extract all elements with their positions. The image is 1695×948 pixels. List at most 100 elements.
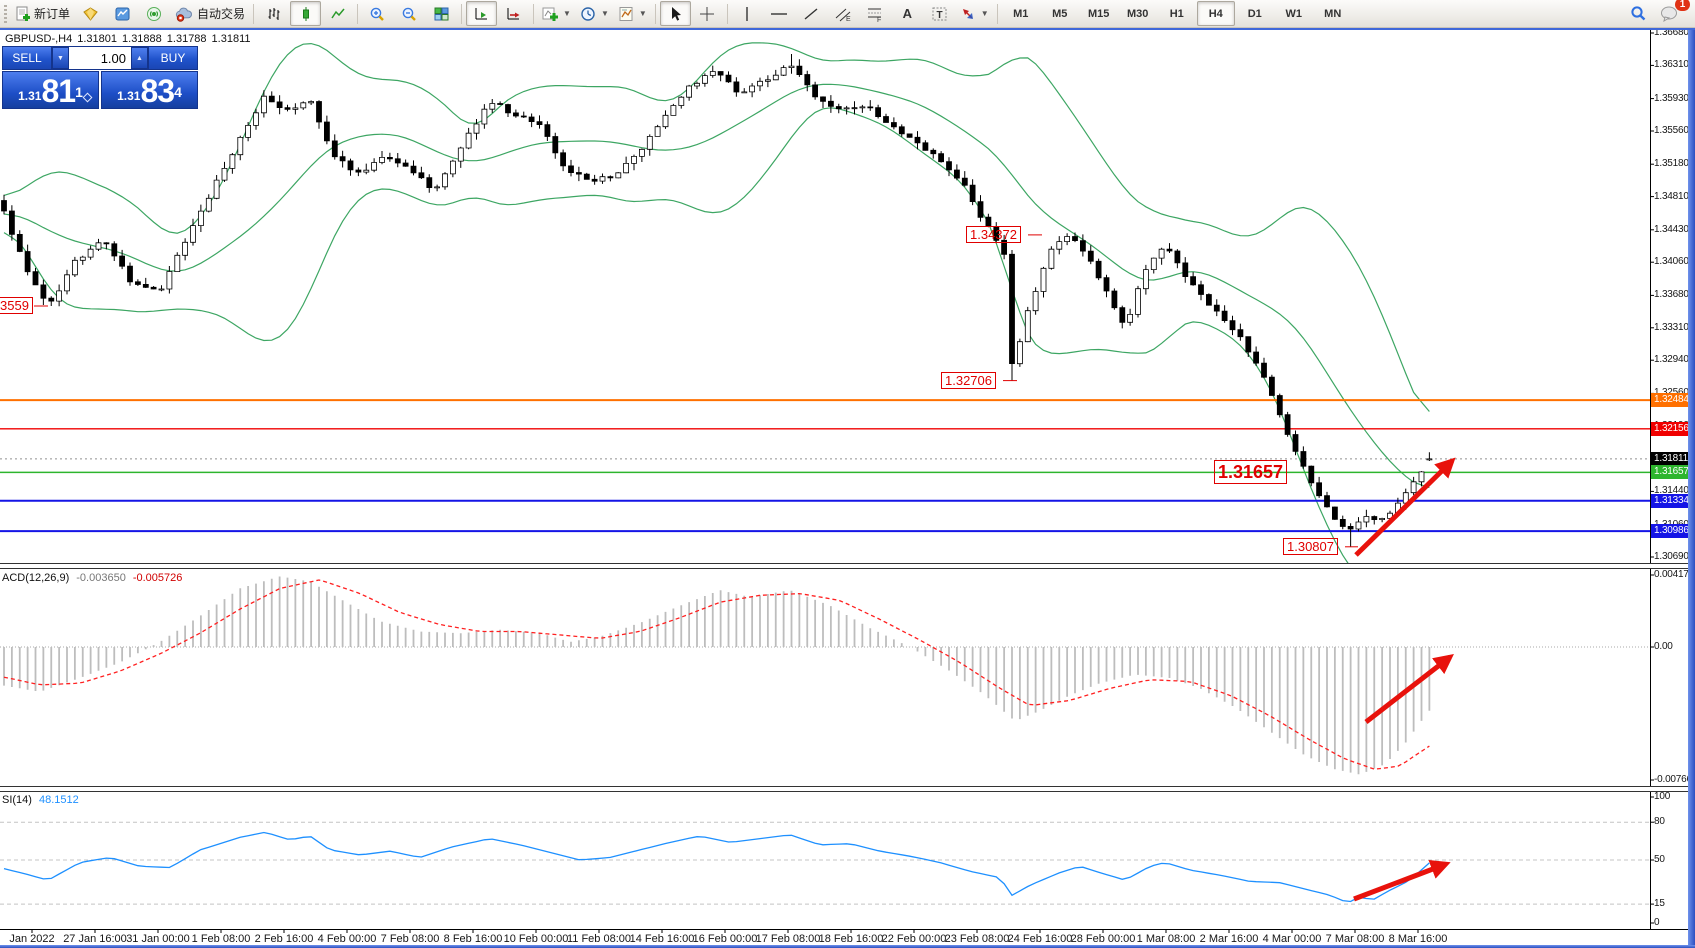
time-axis-label: 7 Mar 08:00 [1325,933,1385,945]
sell-button[interactable]: SELL [2,46,52,70]
rsi-panel-separator[interactable] [0,786,1689,792]
rsi-axis-label: 100 [1654,791,1671,802]
time-axis-label: 4 Mar 00:00 [1262,933,1322,945]
chart-price-label-3559[interactable]: 3559 [0,297,33,314]
indicators-button[interactable]: ▼ [538,1,575,26]
volume-increase-button[interactable]: ▲ [131,47,148,69]
dropdown-caret-icon: ▼ [638,9,647,18]
trend-arrow-main[interactable] [1354,457,1456,557]
price-axis-label: 1.36680 [1654,27,1689,38]
toolbar-grip [4,4,7,23]
buy-price-pipette: 4 [174,84,182,100]
trend-arrow-macd[interactable] [1364,653,1454,724]
gold-diamond-icon [82,6,99,22]
time-axis-label: 7 Feb 08:00 [380,933,440,945]
autotrading-icon [175,6,193,22]
clock-icon [580,6,596,22]
price-axis-label: 1.32940 [1654,354,1689,365]
fibonacci-tool-button[interactable]: F [860,1,891,26]
chat-bubble-icon [1660,5,1679,22]
ohlc-low: 1.31788 [166,33,207,45]
chart-price-label-1.30807[interactable]: 1.30807 [1283,538,1338,555]
crosshair-button[interactable] [692,1,723,26]
data-window-button[interactable] [107,1,138,26]
price-axis-label: 1.34430 [1654,224,1689,235]
crosshair-icon [699,6,715,22]
indicators-icon [542,6,559,22]
symbol-ohlc-label: GBPUSD-,H4 1.31801 1.31888 1.31788 1.31811 [5,33,256,45]
periods-button[interactable]: ▼ [576,1,613,26]
volume-decrease-button[interactable]: ▼ [52,47,69,69]
timeframe-button-m30[interactable]: M30 [1127,7,1149,20]
zoom-out-icon [401,6,418,22]
candlestick-icon [298,6,314,22]
window-right-border [1688,30,1695,948]
channel-tool-button[interactable]: E [828,1,859,26]
auto-scroll-button[interactable] [466,1,498,26]
macd-axis-label: 0.00 [1654,641,1673,652]
price-axis-label: 1.35930 [1654,93,1689,104]
macd-panel-separator[interactable] [0,563,1689,569]
notifications-button[interactable]: 1 [1654,0,1690,26]
timeframe-button-m5[interactable]: M5 [1052,7,1068,20]
zoom-in-icon [369,6,386,22]
crystal-button[interactable] [75,1,106,26]
time-axis-border [0,929,1689,930]
price-badge-1.31334: 1.31334 [1651,494,1689,508]
horizontal-line-tool-button[interactable] [764,1,795,26]
buy-button[interactable]: BUY [148,46,198,70]
line-chart-button[interactable] [322,1,353,26]
rsi-axis-label: 15 [1654,898,1665,909]
svg-text:T: T [936,10,942,21]
main-chart-panel[interactable] [0,42,1650,589]
zoom-out-button[interactable] [394,1,425,26]
time-axis-label: Jan 2022 [9,933,55,945]
search-button[interactable] [1622,1,1653,26]
new-order-button[interactable]: 新订单 [10,1,74,26]
rsi-panel[interactable] [0,821,1650,905]
volume-input[interactable]: 1.00 [69,47,131,69]
sell-price-button[interactable]: 1.31 81 1 [2,71,99,109]
ohlc-open: 1.31801 [77,33,118,45]
timeframe-button-m1[interactable]: M1 [1013,7,1029,20]
buy-price-button[interactable]: 1.31 83 4 [101,71,198,109]
macd-histogram [3,576,1431,775]
chart-price-label-1.34372[interactable]: 1.34372 [966,226,1021,243]
vertical-line-tool-button[interactable] [732,1,763,26]
candlestick-chart-button[interactable] [290,1,322,26]
macd-panel[interactable] [0,576,1650,775]
time-axis-label: 4 Feb 00:00 [317,933,377,945]
templates-button[interactable]: ▼ [614,1,651,26]
chart-shift-button[interactable] [498,1,529,26]
timeframe-button-h1[interactable]: H1 [1169,7,1184,20]
timeframe-button-h4[interactable]: H4 [1196,1,1235,26]
label-tool-button[interactable]: T [924,1,955,26]
price-badge-1.32156: 1.32156 [1651,422,1689,436]
fibonacci-icon: F [866,6,884,22]
timeframe-button-w1[interactable]: W1 [1285,7,1302,20]
trend-arrow-rsi[interactable] [1353,859,1451,902]
time-axis-label: 11 Feb 08:00 [566,933,632,945]
symbol-name: GBPUSD-,H4 [5,33,73,45]
text-tool-button[interactable]: A [892,1,923,26]
signals-button[interactable] [139,1,170,26]
cursor-button[interactable] [659,1,691,26]
time-axis-label: 10 Feb 00:00 [503,933,569,945]
autotrading-button[interactable]: 自动交易 [171,1,249,26]
time-axis-label: 27 Jan 16:00 [63,933,127,945]
zoom-in-button[interactable] [362,1,393,26]
time-axis-label: 31 Jan 00:00 [126,933,190,945]
trendline-tool-button[interactable] [796,1,827,26]
timeframe-button-mn[interactable]: MN [1324,7,1342,20]
timeframe-button-d1[interactable]: D1 [1247,7,1262,20]
chart-price-label-1.32706[interactable]: 1.32706 [941,372,996,389]
tile-windows-button[interactable] [426,1,457,26]
timeframe-button-m15[interactable]: M15 [1088,7,1110,20]
chart-price-label-1.31657[interactable]: 1.31657 [1214,460,1288,484]
bar-chart-button[interactable] [258,1,289,26]
time-axis-label: 8 Mar 16:00 [1388,933,1448,945]
vertical-line-icon [741,6,753,22]
arrows-tool-button[interactable]: ▼ [956,1,993,26]
main-toolbar: 新订单 自动交易 ▼ ▼ [0,0,1695,28]
